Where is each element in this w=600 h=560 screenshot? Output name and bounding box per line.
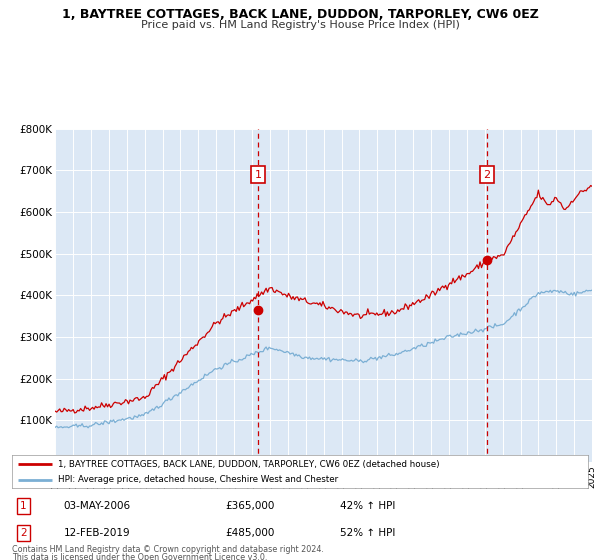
Text: 12-FEB-2019: 12-FEB-2019 <box>64 528 130 538</box>
Text: 1: 1 <box>20 501 27 511</box>
Text: 1: 1 <box>254 170 262 180</box>
Text: 2: 2 <box>484 170 491 180</box>
Text: 03-MAY-2006: 03-MAY-2006 <box>64 501 131 511</box>
Text: Price paid vs. HM Land Registry's House Price Index (HPI): Price paid vs. HM Land Registry's House … <box>140 20 460 30</box>
Text: Contains HM Land Registry data © Crown copyright and database right 2024.: Contains HM Land Registry data © Crown c… <box>12 545 324 554</box>
Text: HPI: Average price, detached house, Cheshire West and Chester: HPI: Average price, detached house, Ches… <box>58 475 338 484</box>
Text: £485,000: £485,000 <box>225 528 274 538</box>
Text: 1, BAYTREE COTTAGES, BACK LANE, DUDDON, TARPORLEY, CW6 0EZ: 1, BAYTREE COTTAGES, BACK LANE, DUDDON, … <box>62 8 538 21</box>
Text: 52% ↑ HPI: 52% ↑ HPI <box>340 528 395 538</box>
Text: 1, BAYTREE COTTAGES, BACK LANE, DUDDON, TARPORLEY, CW6 0EZ (detached house): 1, BAYTREE COTTAGES, BACK LANE, DUDDON, … <box>58 460 440 469</box>
Text: 42% ↑ HPI: 42% ↑ HPI <box>340 501 395 511</box>
Text: 2: 2 <box>20 528 27 538</box>
Text: This data is licensed under the Open Government Licence v3.0.: This data is licensed under the Open Gov… <box>12 553 268 560</box>
Text: £365,000: £365,000 <box>225 501 274 511</box>
